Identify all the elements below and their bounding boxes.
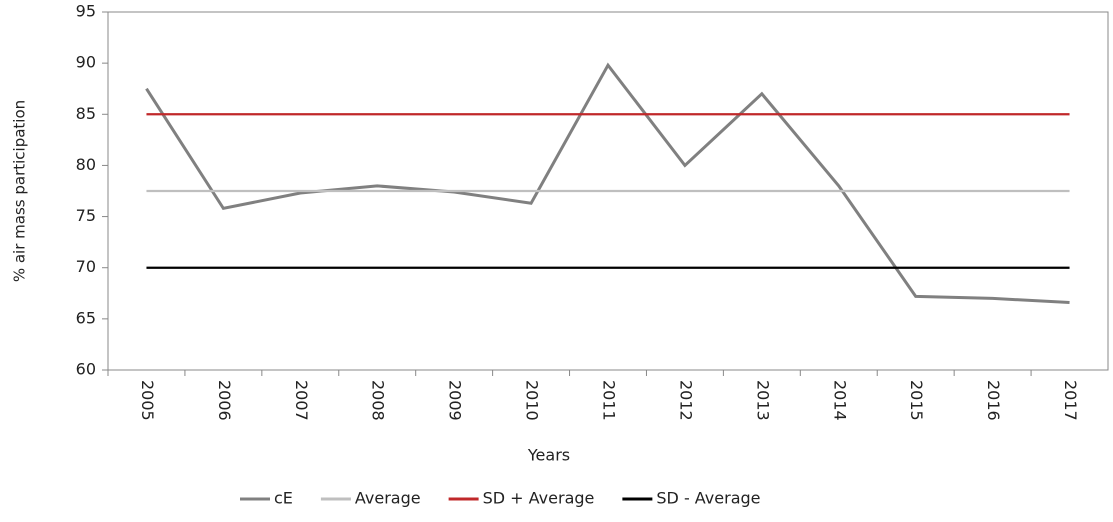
y-tick-label: 85 [76,104,96,123]
x-tick-label: 2011 [600,380,619,421]
x-tick-label: 2012 [676,380,695,421]
y-tick-label: 70 [76,257,96,276]
x-tick-label: 2016 [984,380,1003,421]
y-tick-label: 60 [76,360,96,379]
x-tick-label: 2013 [753,380,772,421]
x-tick-label: 2005 [138,380,157,421]
x-tick-label: 2008 [369,380,388,421]
x-tick-label: 2009 [446,380,465,421]
x-tick-label: 2010 [523,380,542,421]
y-tick-label: 65 [76,308,96,327]
y-tick-label: 80 [76,155,96,174]
legend-label: SD + Average [483,489,595,508]
y-axis-label: % air mass participation [11,100,29,282]
x-axis-label: Years [527,446,570,465]
x-tick-label: 2007 [292,380,311,421]
x-tick-label: 2017 [1061,380,1080,421]
series-line [145,62,1070,304]
y-tick-label: 90 [76,53,96,72]
x-tick-label: 2014 [830,380,849,421]
legend-label: Average [355,489,421,508]
plot-frame [107,11,1109,371]
x-tick-label: 2015 [907,380,926,421]
legend-label: cE [274,489,293,508]
legend-label: SD - Average [656,489,760,508]
y-tick-label: 95 [76,2,96,21]
y-tick-label: 75 [76,206,96,225]
x-tick-label: 2006 [215,380,234,421]
